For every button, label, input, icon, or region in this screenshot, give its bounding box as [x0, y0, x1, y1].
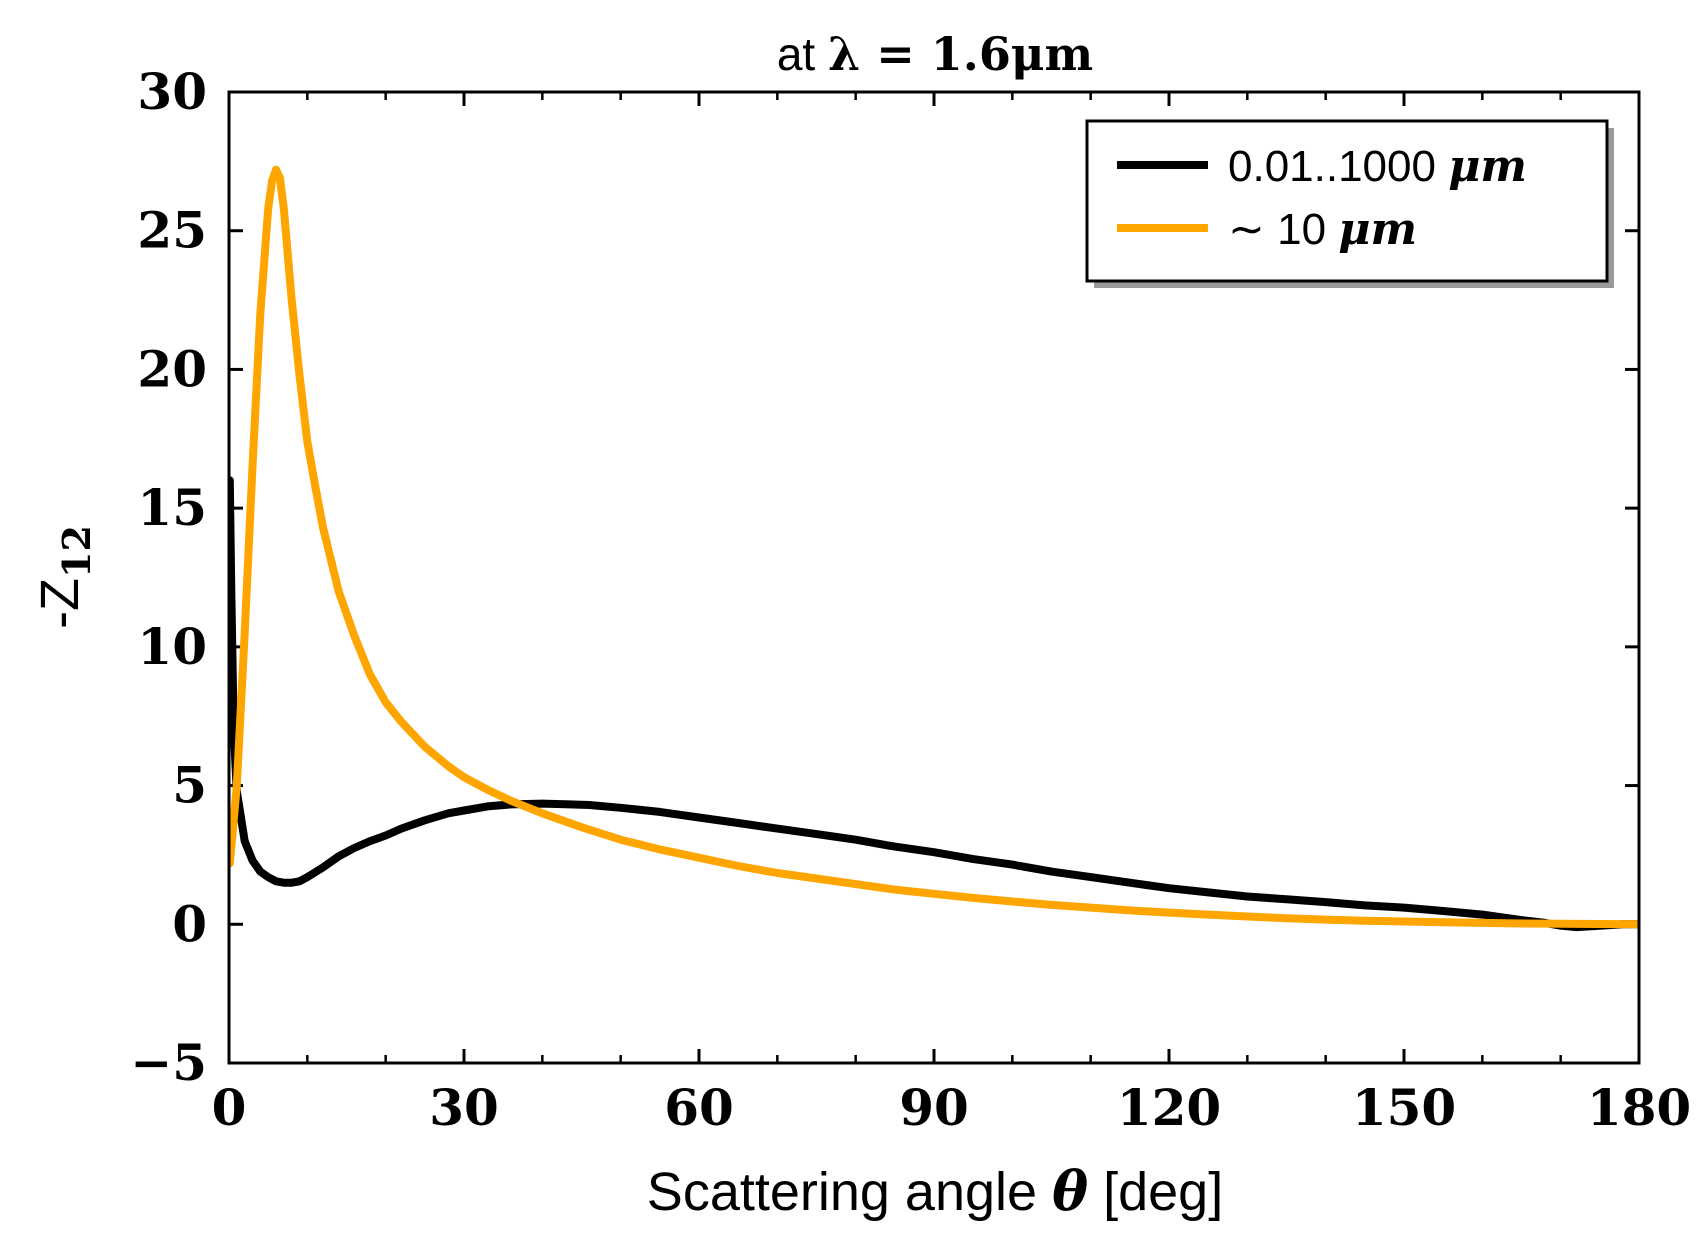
series-lines: [229, 165, 1639, 932]
x-tick-label: 60: [664, 1078, 734, 1137]
x-axis-title: Scattering angle θ [deg]: [647, 1159, 1223, 1223]
chart-title: at λ = 1.6μm: [777, 27, 1093, 81]
y-tick-label: 30: [137, 62, 207, 121]
legend-label-broad-unit: μm: [1448, 141, 1527, 192]
y-tick-label: 10: [137, 617, 207, 676]
y-tick-label: 15: [137, 478, 207, 537]
y-tick-label: 0: [172, 894, 207, 953]
series-line-1: [229, 165, 1639, 929]
y-tick-label: −5: [130, 1033, 207, 1092]
legend-box: [1085, 119, 1609, 283]
legend-label-narrow-unit: μm: [1338, 204, 1417, 255]
chart-title-prefix: at: [777, 28, 828, 80]
x-axis-title-prefix: Scattering angle: [647, 1162, 1052, 1222]
legend-label-broad: 0.01..1000 μm: [1228, 141, 1527, 192]
y-tick-label: 25: [137, 201, 207, 260]
x-tick-label: 180: [1587, 1078, 1691, 1137]
x-tick-label: 150: [1352, 1078, 1456, 1137]
x-axis-title-suffix: [deg]: [1088, 1162, 1223, 1222]
x-tick-label: 90: [899, 1078, 969, 1137]
y-axis-title-subscript: 12: [54, 525, 99, 578]
x-axis-title-symbol: θ: [1052, 1159, 1088, 1223]
x-tick-label: 120: [1117, 1078, 1221, 1137]
y-axis-title-prefix: -Z: [30, 578, 90, 629]
y-tick-label: 5: [172, 756, 207, 815]
series-line-0: [229, 476, 1639, 932]
legend-label-narrow-text: ∼ 10: [1228, 205, 1338, 254]
legend-label-narrow: ∼ 10 μm: [1228, 204, 1417, 255]
legend-label-broad-text: 0.01..1000: [1228, 142, 1448, 191]
x-tick-label: 30: [429, 1078, 499, 1137]
chart-title-math: λ = 1.6μm: [828, 27, 1093, 81]
y-axis-title: -Z12: [30, 525, 99, 629]
y-tick-label: 20: [137, 339, 207, 398]
x-tick-label: 0: [212, 1078, 247, 1137]
plot-frame: [227, 90, 1641, 1065]
legend: 0.01..1000 μm ∼ 10 μm: [1085, 119, 1614, 288]
